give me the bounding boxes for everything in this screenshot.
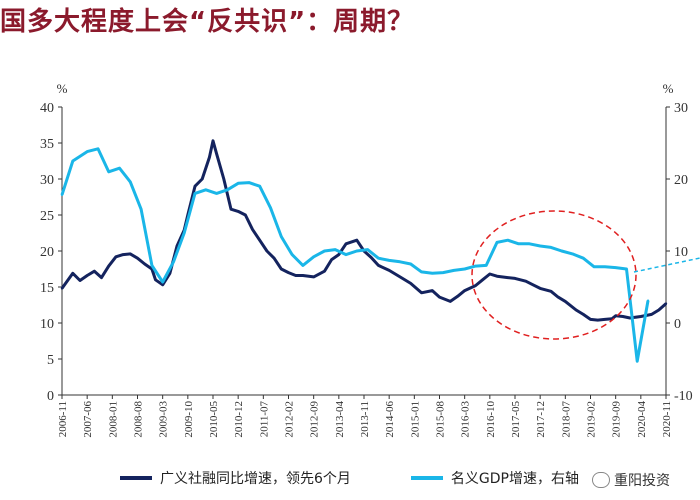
- x-tick-label: 2009-10: [183, 401, 195, 438]
- left-tick-label: 20: [40, 245, 54, 260]
- legend-label-social-financing: 广义社融同比增速，领先6个月: [160, 471, 351, 487]
- x-tick-label: 2014-06: [384, 401, 396, 438]
- chart-title: 国多大程度上会“反共识”：周期？: [0, 7, 415, 37]
- left-axis-unit: %: [57, 81, 68, 96]
- x-tick-label: 2012-09: [309, 401, 321, 438]
- x-tick-label: 2016-10: [485, 401, 497, 438]
- right-tick-label: 30: [674, 101, 688, 116]
- x-tick-label: 2019-09: [611, 401, 623, 438]
- x-tick-label: 2011-07: [258, 401, 270, 438]
- right-tick-label: 10: [674, 245, 688, 260]
- series-social-financing: [60, 139, 668, 322]
- legend-swatch-social-financing: [120, 476, 152, 480]
- right-axis-unit: %: [663, 81, 674, 96]
- watermark: 重阳投资: [592, 468, 700, 492]
- left-tick-label: 30: [40, 173, 54, 188]
- legend-label-gdp: 名义GDP增速，右轴: [450, 471, 579, 487]
- x-tick-label: 2009-03: [158, 401, 170, 438]
- left-tick-label: 10: [40, 317, 54, 332]
- watermark-text: 重阳投资: [614, 473, 670, 489]
- x-tick-label: 2020-04: [636, 401, 648, 438]
- x-tick-label: 2006-11: [57, 401, 69, 437]
- x-tick-label: 2012-02: [284, 401, 296, 438]
- x-tick-label: 2008-01: [107, 401, 119, 438]
- x-tick-label: 2010-12: [233, 401, 245, 438]
- legend-item-gdp: 名义GDP增速，右轴: [410, 468, 579, 488]
- left-tick-label: 0: [47, 389, 54, 404]
- x-tick-label: 2018-07: [560, 401, 572, 438]
- legend-item-social-financing: 广义社融同比增速，领先6个月: [120, 468, 351, 488]
- x-tick-label: 2017-12: [535, 401, 547, 438]
- left-tick-label: 25: [40, 209, 54, 224]
- series-line: [60, 147, 650, 363]
- series-gdp: [60, 147, 650, 363]
- trend-extension: [633, 257, 700, 273]
- wechat-icon: [592, 472, 610, 488]
- left-tick-label: 15: [40, 281, 54, 296]
- x-axis-ticks: 2006-11 2007-06 2008-01 2008-08 2009-03 2009-…: [57, 395, 673, 438]
- right-tick-label: -10: [674, 389, 693, 404]
- x-tick-label: 2017-05: [510, 401, 522, 438]
- series-line: [60, 139, 667, 322]
- left-axis-ticks: 0 5 10 15 20 25 30 35 40: [40, 101, 62, 404]
- left-tick-label: 5: [47, 353, 54, 368]
- right-tick-label: 0: [674, 317, 681, 332]
- left-tick-label: 40: [40, 101, 54, 116]
- x-tick-label: 2007-06: [82, 401, 94, 438]
- x-tick-label: 2015-08: [435, 401, 447, 438]
- x-tick-label: 2019-02: [586, 401, 598, 438]
- series-layer: [60, 139, 668, 363]
- x-tick-label: 2015-01: [409, 401, 421, 438]
- right-tick-label: 20: [674, 173, 688, 188]
- highlight-ellipse: [471, 210, 637, 340]
- left-tick-label: 35: [40, 137, 54, 152]
- x-tick-label: 2008-08: [133, 401, 145, 438]
- x-tick-label: 2013-04: [334, 401, 346, 438]
- x-tick-label: 2010-05: [208, 401, 220, 438]
- right-axis-ticks: -10 0 10 20 30: [666, 101, 693, 404]
- legend-swatch-gdp: [410, 476, 443, 480]
- x-tick-label: 2013-11: [359, 401, 371, 437]
- legend: 广义社融同比增速，领先6个月 名义GDP增速，右轴: [120, 466, 639, 490]
- x-tick-label: 2020-11: [661, 401, 673, 437]
- x-tick-label: 2016-03: [460, 401, 472, 438]
